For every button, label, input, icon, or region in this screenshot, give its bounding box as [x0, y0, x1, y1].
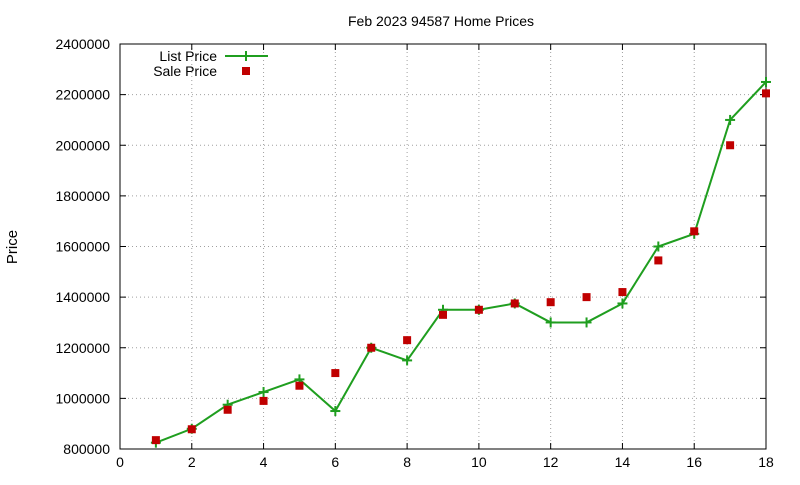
y-axis-label: Price — [4, 230, 21, 264]
x-tick-label: 2 — [188, 454, 196, 470]
sale-price-point — [726, 141, 735, 150]
sale-price-point — [546, 298, 555, 307]
legend-sale-price-marker — [242, 67, 250, 75]
sale-price-point — [618, 288, 627, 297]
list-price-point — [761, 76, 771, 87]
sale-price-point — [223, 405, 232, 414]
x-tick-label: 14 — [615, 454, 631, 470]
y-tick-label: 2200000 — [55, 87, 110, 103]
list-price-line — [155, 81, 767, 444]
sale-price-point — [187, 425, 196, 434]
y-tick-label: 800000 — [63, 441, 110, 457]
sale-price-point — [259, 396, 268, 405]
sale-price-point — [582, 293, 591, 302]
sale-price-point — [439, 310, 447, 319]
list-price-point — [617, 298, 628, 309]
axes: 0 2 4 6 8 10 12 14 16 18 800000 1000000 1200000 14000… — [55, 36, 774, 470]
list-price-point — [402, 355, 413, 366]
x-tick-label: 0 — [116, 454, 124, 470]
legend-list-price-label: List Price — [159, 48, 217, 64]
y-tick-label: 1000000 — [55, 390, 110, 406]
x-tick-label: 6 — [331, 454, 339, 470]
grid — [120, 44, 766, 449]
x-tick-label: 4 — [260, 454, 268, 470]
legend-sale-price-label: Sale Price — [153, 63, 217, 79]
sale-price-point — [474, 305, 483, 314]
list-price-point — [258, 387, 269, 398]
y-tick-label: 1800000 — [55, 188, 110, 204]
x-tick-label: 18 — [758, 454, 774, 470]
y-tick-label: 2000000 — [55, 137, 110, 153]
sale-price-point — [403, 336, 412, 345]
sale-price-point — [151, 436, 160, 445]
x-tick-label: 10 — [471, 454, 487, 470]
list-price-point — [581, 317, 592, 328]
sale-price-point — [762, 89, 770, 98]
sale-price-point — [510, 299, 519, 308]
list-price-point — [653, 241, 664, 252]
list-price-point — [725, 114, 736, 125]
series — [150, 76, 771, 448]
list-price-point — [330, 406, 341, 417]
x-tick-label: 12 — [543, 454, 559, 470]
chart-title: Feb 2023 94587 Home Prices — [348, 13, 534, 29]
sale-price-point — [331, 369, 340, 378]
sale-price-point — [367, 343, 376, 352]
y-tick-label: 1200000 — [55, 340, 110, 356]
sale-price-point — [654, 256, 663, 265]
y-tick-label: 1400000 — [55, 289, 110, 305]
list-price-point — [545, 317, 556, 328]
sale-price-point — [295, 381, 304, 390]
y-tick-label: 1600000 — [55, 239, 110, 255]
y-tick-label: 2400000 — [55, 36, 110, 52]
x-tick-label: 8 — [403, 454, 411, 470]
x-tick-label: 16 — [686, 454, 702, 470]
sale-price-point — [690, 227, 699, 236]
